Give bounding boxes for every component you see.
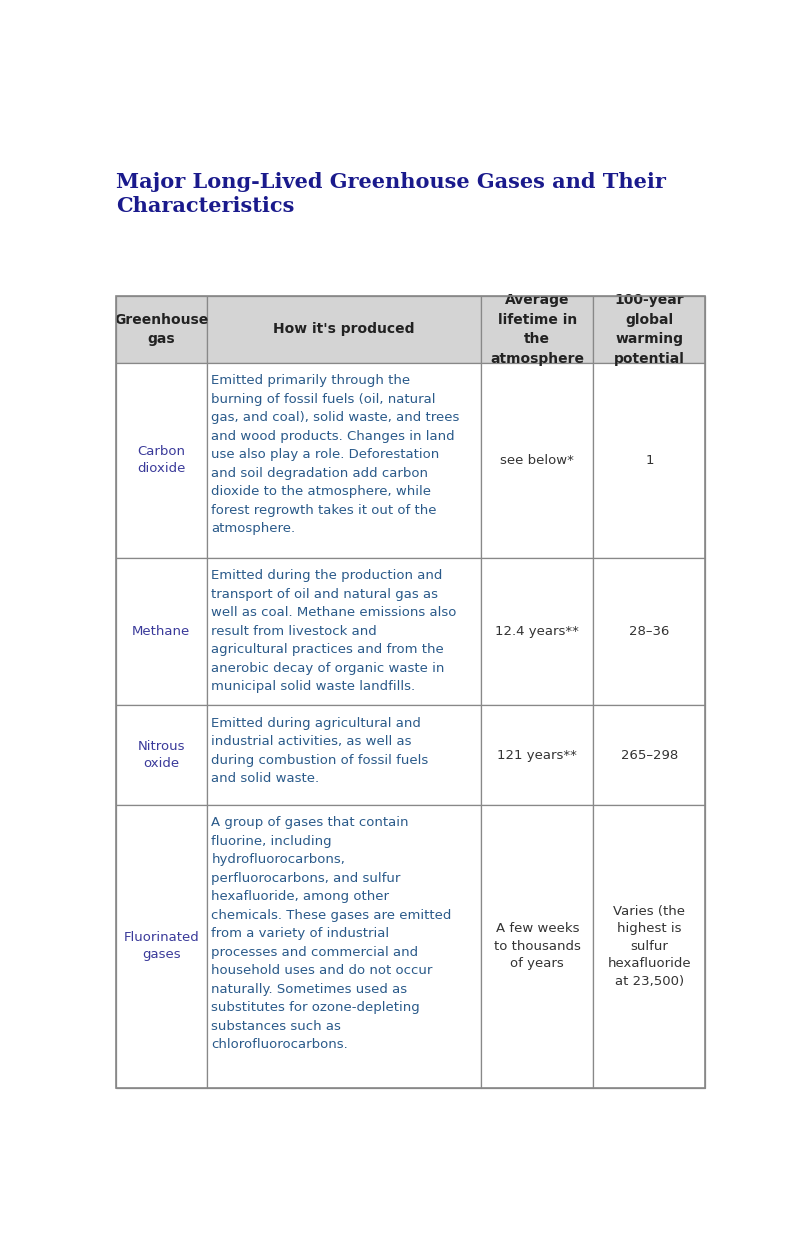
Bar — [594, 705, 706, 805]
Text: 12.4 years**: 12.4 years** — [495, 625, 579, 638]
Bar — [207, 295, 481, 363]
Bar — [207, 705, 481, 805]
Bar — [207, 805, 481, 1088]
Bar — [481, 558, 594, 705]
Bar — [481, 363, 594, 558]
Text: Greenhouse
gas: Greenhouse gas — [115, 312, 208, 346]
Text: Carbon
dioxide: Carbon dioxide — [137, 446, 186, 475]
Bar — [115, 363, 207, 558]
Bar — [594, 805, 706, 1088]
Text: 265–298: 265–298 — [621, 748, 678, 762]
Text: see below*: see below* — [501, 454, 574, 467]
Text: Methane: Methane — [132, 625, 191, 638]
Text: 1: 1 — [645, 454, 654, 467]
Text: 28–36: 28–36 — [629, 625, 670, 638]
Text: 121 years**: 121 years** — [497, 748, 578, 762]
Text: 100-year
global
warming
potential: 100-year global warming potential — [614, 293, 685, 366]
Text: A few weeks
to thousands
of years: A few weeks to thousands of years — [494, 923, 581, 971]
Bar — [207, 558, 481, 705]
Text: Average
lifetime in
the
atmosphere: Average lifetime in the atmosphere — [490, 293, 584, 366]
Text: Emitted during the production and
transport of oil and natural gas as
well as co: Emitted during the production and transp… — [211, 569, 457, 694]
Bar — [481, 295, 594, 363]
Bar — [207, 363, 481, 558]
Bar — [115, 705, 207, 805]
Bar — [115, 558, 207, 705]
Text: Emitted primarily through the
burning of fossil fuels (oil, natural
gas, and coa: Emitted primarily through the burning of… — [211, 374, 460, 535]
Bar — [115, 805, 207, 1088]
Bar — [115, 295, 207, 363]
Text: Fluorinated
gases: Fluorinated gases — [123, 931, 199, 961]
Bar — [481, 805, 594, 1088]
Bar — [594, 295, 706, 363]
Text: Nitrous
oxide: Nitrous oxide — [138, 740, 185, 771]
Text: A group of gases that contain
fluorine, including
hydrofluorocarbons,
perfluoroc: A group of gases that contain fluorine, … — [211, 816, 452, 1051]
Text: Emitted during agricultural and
industrial activities, as well as
during combust: Emitted during agricultural and industri… — [211, 716, 429, 785]
Bar — [594, 558, 706, 705]
Bar — [481, 705, 594, 805]
Text: Major Long-Lived Greenhouse Gases and Their
Characteristics: Major Long-Lived Greenhouse Gases and Th… — [115, 172, 666, 216]
Bar — [115, 295, 706, 1088]
Text: How it's produced: How it's produced — [273, 322, 415, 336]
Bar — [594, 363, 706, 558]
Text: Varies (the
highest is
sulfur
hexafluoride
at 23,500): Varies (the highest is sulfur hexafluori… — [607, 905, 691, 988]
